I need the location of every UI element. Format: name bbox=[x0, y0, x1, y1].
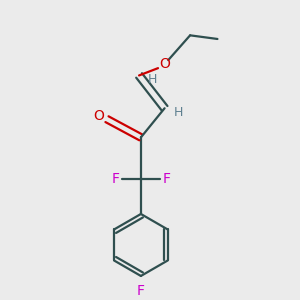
Text: F: F bbox=[111, 172, 119, 186]
Text: O: O bbox=[159, 58, 170, 71]
Text: O: O bbox=[94, 109, 104, 122]
Text: F: F bbox=[162, 172, 170, 186]
Text: H: H bbox=[174, 106, 183, 119]
Text: F: F bbox=[137, 284, 145, 298]
Text: H: H bbox=[148, 73, 158, 86]
